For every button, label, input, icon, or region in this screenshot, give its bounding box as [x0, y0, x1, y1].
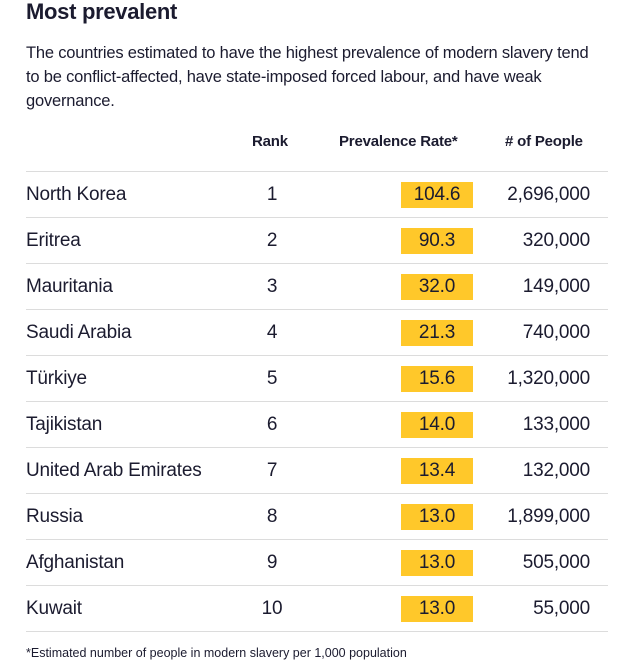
people-cell: 2,696,000	[507, 184, 590, 205]
rank-cell: 8	[266, 506, 278, 527]
prevalence-table: North Korea 1 104.6 2,696,000 Eritrea 2 90.3 32…	[26, 171, 608, 632]
footnote: *Estimated number of people in modern sl…	[26, 646, 407, 660]
prevalence-rate-cell: 15.6	[401, 366, 473, 392]
people-cell: 740,000	[522, 322, 590, 343]
header-prevalence-rate: Prevalence Rate*	[339, 133, 458, 150]
rank-cell: 3	[266, 276, 278, 297]
prevalence-rate-cell: 13.0	[401, 550, 473, 576]
prevalence-rate-cell: 32.0	[401, 274, 473, 300]
rank-cell: 9	[266, 552, 278, 573]
rank-cell: 2	[266, 230, 278, 251]
prevalence-rate-cell: 90.3	[401, 228, 473, 254]
header-people: # of People	[505, 133, 583, 150]
table-row: United Arab Emirates 7 13.4 132,000	[26, 447, 608, 493]
table-row: Saudi Arabia 4 21.3 740,000	[26, 309, 608, 355]
country-cell: Mauritania	[26, 276, 113, 297]
table-row: Kuwait 10 13.0 55,000	[26, 585, 608, 632]
page-title: Most prevalent	[26, 0, 178, 24]
table-row: Türkiye 5 15.6 1,320,000	[26, 355, 608, 401]
country-cell: Russia	[26, 506, 83, 527]
prevalence-rate-cell: 13.0	[401, 504, 473, 530]
rank-cell: 7	[266, 460, 278, 481]
rank-cell: 6	[266, 414, 278, 435]
country-cell: North Korea	[26, 184, 127, 205]
rank-cell: 5	[266, 368, 278, 389]
rank-cell: 10	[261, 598, 283, 619]
prevalence-rate-cell: 21.3	[401, 320, 473, 346]
rank-cell: 4	[266, 322, 278, 343]
prevalence-rate-cell: 13.4	[401, 458, 473, 484]
country-cell: Türkiye	[26, 368, 87, 389]
people-cell: 1,320,000	[507, 368, 590, 389]
prevalence-rate-cell: 14.0	[401, 412, 473, 438]
prevalence-rate-cell: 104.6	[401, 182, 473, 208]
country-cell: Kuwait	[26, 598, 82, 619]
country-cell: Tajikistan	[26, 414, 103, 435]
description: The countries estimated to have the high…	[26, 44, 589, 110]
header-rank: Rank	[252, 133, 288, 150]
country-cell: United Arab Emirates	[26, 460, 202, 481]
table-row: Tajikistan 6 14.0 133,000	[26, 401, 608, 447]
table-row: Mauritania 3 32.0 149,000	[26, 263, 608, 309]
country-cell: Saudi Arabia	[26, 322, 132, 343]
country-cell: Eritrea	[26, 230, 81, 251]
table-row: Eritrea 2 90.3 320,000	[26, 217, 608, 263]
people-cell: 55,000	[533, 598, 590, 619]
people-cell: 133,000	[522, 414, 590, 435]
people-cell: 505,000	[522, 552, 590, 573]
prevalence-rate-cell: 13.0	[401, 596, 473, 622]
people-cell: 132,000	[522, 460, 590, 481]
table-row: Russia 8 13.0 1,899,000	[26, 493, 608, 539]
table-row: North Korea 1 104.6 2,696,000	[26, 171, 608, 217]
table-row: Afghanistan 9 13.0 505,000	[26, 539, 608, 585]
rank-cell: 1	[266, 184, 278, 205]
people-cell: 149,000	[522, 276, 590, 297]
people-cell: 320,000	[522, 230, 590, 251]
people-cell: 1,899,000	[507, 506, 590, 527]
country-cell: Afghanistan	[26, 552, 125, 573]
